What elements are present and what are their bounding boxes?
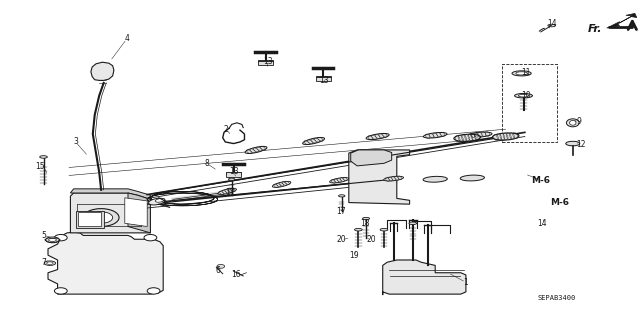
Ellipse shape: [228, 178, 235, 181]
Text: 4: 4: [124, 34, 129, 43]
Circle shape: [83, 209, 119, 226]
Text: 9: 9: [577, 117, 582, 126]
Text: 8: 8: [204, 159, 209, 168]
Text: 3: 3: [73, 137, 78, 146]
Text: 15: 15: [35, 162, 45, 171]
Polygon shape: [128, 193, 150, 233]
Ellipse shape: [566, 119, 579, 127]
Ellipse shape: [548, 24, 556, 27]
Circle shape: [90, 212, 113, 223]
Polygon shape: [70, 193, 150, 233]
Polygon shape: [349, 150, 410, 204]
Text: SEPAB3400: SEPAB3400: [538, 295, 576, 301]
Ellipse shape: [516, 72, 527, 75]
Text: 14: 14: [537, 219, 547, 228]
Text: 20: 20: [336, 235, 346, 244]
Ellipse shape: [273, 182, 291, 187]
Bar: [258, 61, 273, 65]
Circle shape: [147, 288, 160, 294]
Ellipse shape: [383, 176, 404, 181]
Text: 13: 13: [228, 167, 239, 176]
Text: 12: 12: [576, 140, 585, 149]
Polygon shape: [383, 260, 466, 295]
Text: M-6: M-6: [531, 176, 550, 185]
Text: 2: 2: [223, 125, 228, 134]
Ellipse shape: [362, 218, 370, 219]
Ellipse shape: [148, 198, 165, 205]
Ellipse shape: [424, 132, 447, 138]
Ellipse shape: [49, 238, 56, 241]
Ellipse shape: [366, 133, 389, 140]
Text: 6: 6: [215, 266, 220, 275]
Circle shape: [54, 234, 67, 241]
Text: 19: 19: [349, 251, 359, 260]
Ellipse shape: [330, 178, 349, 183]
Ellipse shape: [423, 176, 447, 182]
Text: 11: 11: [522, 68, 531, 77]
Polygon shape: [607, 13, 637, 28]
Ellipse shape: [492, 133, 519, 140]
Circle shape: [144, 234, 157, 241]
Bar: [78, 212, 101, 226]
Bar: [76, 211, 104, 228]
Polygon shape: [48, 232, 163, 294]
Ellipse shape: [45, 237, 60, 243]
Ellipse shape: [245, 146, 267, 153]
Ellipse shape: [156, 198, 164, 202]
Ellipse shape: [44, 261, 56, 265]
Text: M-6: M-6: [550, 198, 570, 207]
Text: 13: 13: [262, 57, 273, 66]
Text: 14: 14: [547, 19, 557, 28]
Ellipse shape: [515, 93, 532, 98]
Ellipse shape: [512, 71, 531, 76]
Ellipse shape: [218, 189, 236, 194]
Text: 10: 10: [521, 91, 531, 100]
Text: 16: 16: [230, 271, 241, 279]
Ellipse shape: [566, 141, 580, 146]
Polygon shape: [125, 198, 147, 226]
Polygon shape: [70, 189, 150, 199]
Text: 17: 17: [225, 189, 236, 197]
Ellipse shape: [40, 156, 47, 158]
Bar: [316, 77, 331, 81]
Text: 7: 7: [41, 258, 46, 267]
Polygon shape: [91, 62, 114, 80]
Ellipse shape: [339, 195, 345, 197]
Ellipse shape: [460, 175, 484, 181]
Ellipse shape: [454, 134, 481, 141]
Text: 18: 18: [360, 219, 369, 228]
Ellipse shape: [409, 222, 417, 225]
Bar: [226, 172, 241, 177]
Ellipse shape: [570, 120, 576, 125]
Text: Fr.: Fr.: [588, 24, 602, 34]
Ellipse shape: [355, 228, 362, 231]
Ellipse shape: [380, 228, 388, 231]
Ellipse shape: [47, 262, 53, 264]
Ellipse shape: [468, 132, 492, 137]
Ellipse shape: [518, 94, 529, 97]
Text: 20: 20: [366, 235, 376, 244]
Ellipse shape: [303, 137, 324, 145]
Text: 1: 1: [463, 278, 468, 287]
Circle shape: [217, 264, 225, 268]
Circle shape: [54, 288, 67, 294]
Polygon shape: [351, 150, 392, 166]
Text: 5: 5: [41, 231, 46, 240]
Text: 17: 17: [336, 207, 346, 216]
Text: 13: 13: [319, 76, 330, 85]
